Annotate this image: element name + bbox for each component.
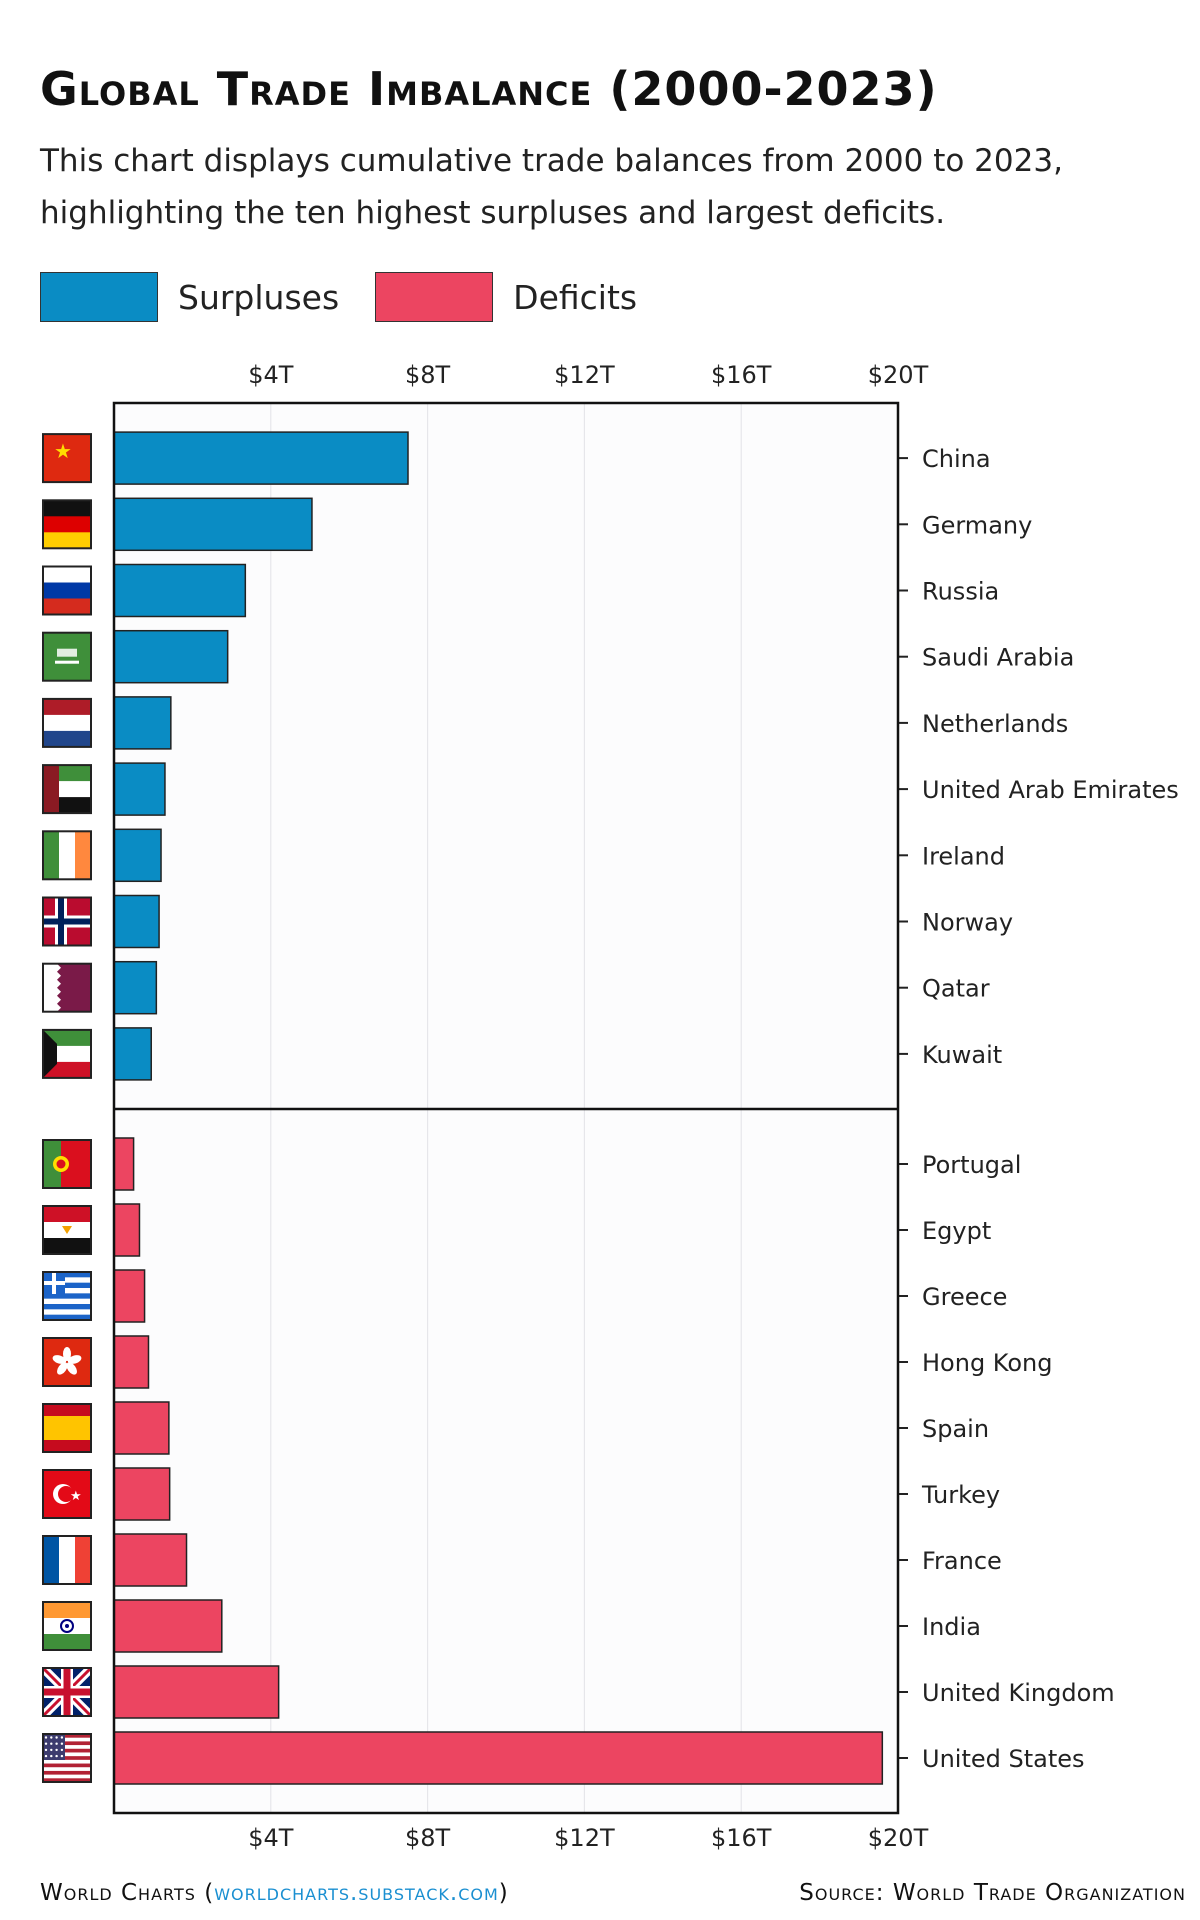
x-tick-label-top: $4T (248, 361, 294, 389)
bar-united-kingdom (113, 1665, 280, 1719)
bar-france (113, 1533, 188, 1587)
bar-russia (113, 563, 247, 618)
india-flag-icon (42, 1601, 92, 1651)
kuwait-flag-icon (42, 1028, 92, 1079)
egypt-flag-icon (42, 1205, 92, 1255)
x-tick-label-bottom: $12T (554, 1824, 615, 1852)
footer-link[interactable]: worldcharts.substack.com (214, 1880, 499, 1906)
bar-netherlands (113, 696, 172, 750)
bar-india (113, 1599, 223, 1653)
category-label-greece: Greece (922, 1283, 1007, 1311)
svg-text:★: ★ (70, 1489, 82, 1504)
category-label-hong-kong: Hong Kong (922, 1349, 1052, 1377)
france-flag-icon (42, 1535, 92, 1585)
bar-egypt (113, 1203, 141, 1257)
bar-greece (113, 1269, 146, 1323)
legend-label-surpluses: Surpluses (178, 277, 340, 317)
category-label-spain: Spain (922, 1415, 989, 1443)
bar-qatar (113, 960, 158, 1015)
bar-turkey (113, 1467, 171, 1521)
footer-credit-suffix: ) (498, 1880, 509, 1906)
bar-hong-kong (113, 1335, 150, 1389)
legend-label-deficits: Deficits (513, 277, 638, 317)
turkey-flag-icon: ★ (42, 1469, 92, 1519)
x-tick-label-bottom: $8T (405, 1824, 451, 1852)
category-label-saudi-arabia: Saudi Arabia (922, 644, 1074, 672)
legend-swatch-surpluses (40, 272, 158, 322)
svg-text:★: ★ (54, 439, 72, 463)
bar-united-arab-emirates (113, 762, 166, 816)
legend-swatch-deficits (375, 272, 494, 322)
bar-kuwait (113, 1027, 152, 1081)
x-tick-label-top: $12T (554, 361, 615, 389)
category-label-france: France (922, 1547, 1002, 1575)
legend-item-deficits: Deficits (375, 272, 637, 322)
category-label-kuwait: Kuwait (922, 1041, 1002, 1069)
bar-spain (113, 1401, 170, 1455)
bar-china (113, 431, 409, 485)
x-tick-label-top: $20T (868, 361, 929, 389)
category-label-united-states: United States (922, 1745, 1085, 1773)
uk-flag-icon (39, 1664, 95, 1720)
hong-kong-flag-icon (42, 1337, 92, 1387)
category-label-qatar: Qatar (922, 975, 990, 1003)
category-label-ireland: Ireland (922, 842, 1005, 870)
china-flag-icon: ★ (42, 433, 92, 484)
norway-flag-icon (42, 896, 92, 947)
bar-norway (113, 894, 160, 949)
bar-united-states (113, 1731, 884, 1785)
netherlands-flag-icon (42, 697, 92, 748)
x-tick-label-bottom: $16T (711, 1824, 772, 1852)
category-label-portugal: Portugal (922, 1151, 1021, 1179)
footer-credit-prefix: World Charts ( (40, 1880, 215, 1906)
x-tick-label-bottom: $20T (868, 1824, 929, 1852)
ireland-flag-icon (42, 830, 92, 881)
spain-flag-icon (42, 1403, 92, 1453)
uae-flag-icon (42, 764, 92, 815)
germany-flag-icon (42, 499, 92, 550)
greece-flag-icon (42, 1271, 92, 1321)
category-label-united-arab-emirates: United Arab Emirates (922, 776, 1179, 804)
category-label-china: China (922, 445, 991, 473)
saudi-arabia-flag-icon (42, 631, 92, 682)
usa-flag-icon (42, 1733, 92, 1783)
legend-item-surpluses: Surpluses (40, 272, 339, 322)
russia-flag-icon (42, 565, 92, 616)
category-label-india: India (922, 1613, 981, 1641)
category-label-united-kingdom: United Kingdom (922, 1679, 1115, 1707)
bar-portugal (113, 1137, 135, 1191)
legend: Surpluses Deficits (40, 270, 673, 324)
x-tick-label-top: $8T (405, 361, 451, 389)
bar-saudi-arabia (113, 629, 229, 684)
category-label-egypt: Egypt (922, 1217, 991, 1245)
category-label-netherlands: Netherlands (922, 710, 1068, 738)
x-tick-label-bottom: $4T (248, 1824, 294, 1852)
category-label-russia: Russia (922, 578, 999, 606)
chart-title: Global Trade Imbalance (2000-2023) (40, 62, 938, 116)
bar-ireland (113, 828, 162, 883)
footer-source: Source: World Trade Organization (799, 1880, 1186, 1906)
chart-subtitle: This chart displays cumulative trade bal… (40, 143, 1063, 231)
category-label-norway: Norway (922, 909, 1013, 937)
x-tick-label-top: $16T (711, 361, 772, 389)
portugal-flag-icon (42, 1139, 92, 1189)
footer-credit: World Charts (worldcharts.substack.com) (40, 1880, 509, 1906)
bar-germany (113, 497, 313, 552)
qatar-flag-icon (42, 962, 92, 1013)
category-label-germany: Germany (922, 511, 1032, 539)
category-label-turkey: Turkey (921, 1481, 1000, 1509)
